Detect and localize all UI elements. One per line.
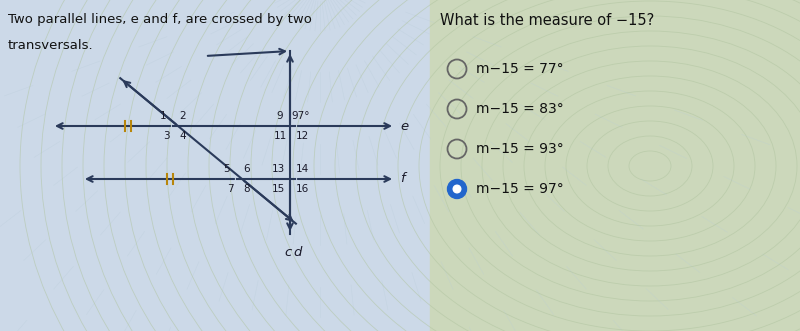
Text: e: e xyxy=(400,119,408,132)
Text: 8: 8 xyxy=(244,184,250,194)
Text: 5: 5 xyxy=(224,164,230,174)
Text: 12: 12 xyxy=(295,131,309,141)
Circle shape xyxy=(447,179,466,199)
Circle shape xyxy=(453,185,461,193)
Text: 14: 14 xyxy=(295,164,309,174)
Text: 1: 1 xyxy=(160,111,166,121)
Text: f: f xyxy=(400,172,405,185)
Text: 4: 4 xyxy=(180,131,186,141)
Text: d: d xyxy=(294,246,302,259)
Text: 97°: 97° xyxy=(292,111,310,121)
Text: 15: 15 xyxy=(271,184,285,194)
Text: 11: 11 xyxy=(274,131,286,141)
Text: c: c xyxy=(284,246,291,259)
Text: transversals.: transversals. xyxy=(8,39,94,52)
Text: m−15 = 97°: m−15 = 97° xyxy=(476,182,564,196)
Text: m−15 = 83°: m−15 = 83° xyxy=(476,102,564,116)
Text: 2: 2 xyxy=(180,111,186,121)
Text: Two parallel lines, e and f, are crossed by two: Two parallel lines, e and f, are crossed… xyxy=(8,13,312,26)
Text: What is the measure of −15?: What is the measure of −15? xyxy=(440,13,654,28)
Text: m−15 = 93°: m−15 = 93° xyxy=(476,142,564,156)
Text: 3: 3 xyxy=(162,131,170,141)
Text: 6: 6 xyxy=(244,164,250,174)
Text: 7: 7 xyxy=(226,184,234,194)
Text: m−15 = 77°: m−15 = 77° xyxy=(476,62,564,76)
Bar xyxy=(430,0,800,331)
Text: 16: 16 xyxy=(295,184,309,194)
Text: 9: 9 xyxy=(277,111,283,121)
Text: 13: 13 xyxy=(271,164,285,174)
